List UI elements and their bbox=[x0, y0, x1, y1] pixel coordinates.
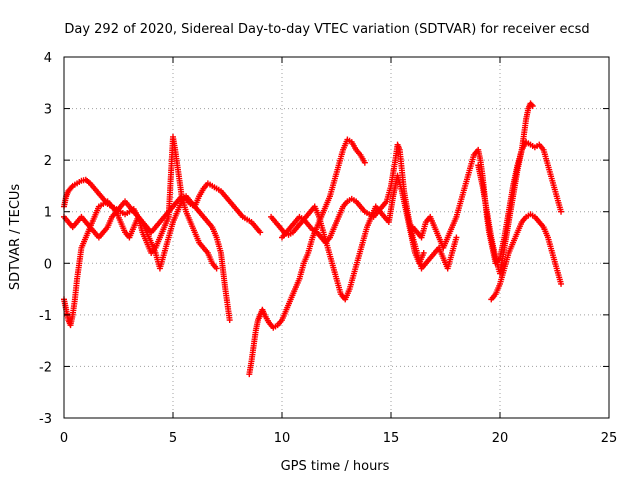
series-9 bbox=[475, 100, 536, 277]
data-point bbox=[257, 229, 264, 236]
chart-title: Day 292 of 2020, Sidereal Day-to-day VTE… bbox=[64, 22, 589, 37]
y-tick-label: 2 bbox=[44, 154, 52, 169]
x-tick-label: 0 bbox=[60, 431, 68, 446]
y-tick-label: 1 bbox=[44, 206, 52, 221]
series-4 bbox=[246, 136, 368, 378]
y-tick-label: -3 bbox=[39, 412, 52, 427]
x-axis-label: GPS time / hours bbox=[281, 459, 390, 474]
data-point bbox=[420, 249, 427, 256]
plot-frame bbox=[63, 56, 610, 419]
data-point bbox=[528, 101, 535, 108]
data-point bbox=[361, 159, 368, 166]
series-7 bbox=[409, 139, 565, 267]
series-8 bbox=[488, 211, 565, 303]
data-point bbox=[68, 184, 75, 191]
grid-layer bbox=[64, 57, 609, 418]
data-point bbox=[213, 265, 220, 272]
series-3 bbox=[61, 193, 233, 324]
data-point bbox=[558, 280, 565, 287]
data-point bbox=[453, 234, 460, 241]
tick-layer: 0 5 10 15 20 25 -3 -2 -1 0 1 2 3 4 bbox=[39, 51, 617, 446]
y-tick-label: -2 bbox=[39, 360, 52, 375]
y-tick-label: 0 bbox=[44, 257, 52, 272]
data-layer bbox=[61, 100, 565, 378]
x-tick-label: 5 bbox=[169, 431, 177, 446]
series-5 bbox=[268, 172, 427, 303]
y-tick-label: 4 bbox=[44, 51, 52, 66]
x-tick-label: 10 bbox=[274, 431, 291, 446]
x-tick-label: 20 bbox=[492, 431, 509, 446]
y-tick-label: -1 bbox=[39, 309, 52, 324]
series-6 bbox=[279, 141, 460, 272]
x-tick-label: 15 bbox=[383, 431, 400, 446]
data-point bbox=[558, 208, 565, 215]
y-tick-label: 3 bbox=[44, 103, 52, 118]
x-tick-label: 25 bbox=[601, 431, 618, 446]
data-point bbox=[529, 102, 536, 109]
series-2 bbox=[61, 133, 220, 329]
y-axis-label: SDTVAR / TECUs bbox=[8, 184, 23, 291]
data-point bbox=[226, 317, 233, 324]
